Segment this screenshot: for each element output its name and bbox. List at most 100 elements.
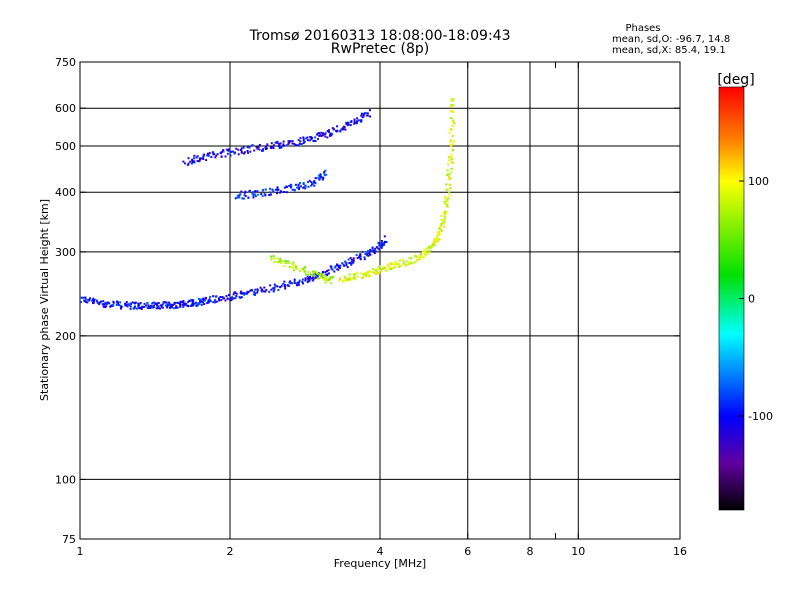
data-point <box>349 257 352 259</box>
data-point <box>330 265 333 268</box>
data-point <box>426 247 429 250</box>
data-point <box>129 305 132 308</box>
data-point <box>84 298 87 301</box>
data-point <box>276 261 279 263</box>
data-point <box>355 271 358 274</box>
data-point <box>198 160 201 163</box>
data-point <box>115 303 118 306</box>
colorbar-label: [deg] <box>717 72 754 88</box>
data-point <box>307 279 310 282</box>
data-point <box>385 269 388 272</box>
data-point <box>452 98 455 101</box>
data-point <box>421 256 424 259</box>
data-point <box>327 129 330 132</box>
data-point <box>377 266 379 269</box>
data-point <box>125 304 128 307</box>
data-point <box>337 266 340 268</box>
data-point <box>194 302 197 305</box>
data-point <box>274 188 277 191</box>
data-point <box>85 300 87 303</box>
data-point <box>228 148 231 151</box>
data-point <box>86 301 89 304</box>
data-point <box>98 301 101 304</box>
data-point <box>361 250 364 253</box>
data-point <box>446 205 449 208</box>
data-point <box>326 273 329 276</box>
data-point <box>429 249 432 252</box>
data-point <box>246 146 249 149</box>
data-point <box>273 283 276 286</box>
data-point <box>265 289 268 291</box>
data-point <box>366 273 369 276</box>
data-point <box>244 190 247 193</box>
data-point <box>274 141 277 144</box>
data-point <box>330 282 333 285</box>
data-point <box>423 256 426 259</box>
data-point <box>308 279 311 282</box>
data-point <box>447 188 450 191</box>
data-point <box>92 302 94 305</box>
data-point <box>450 110 453 112</box>
data-point <box>344 260 347 263</box>
data-point <box>221 296 224 298</box>
y-tick-label: 400 <box>55 186 76 199</box>
data-point <box>431 245 433 248</box>
data-point <box>378 265 381 268</box>
data-point <box>209 296 212 298</box>
data-point <box>138 303 141 306</box>
data-point <box>314 271 317 274</box>
data-point <box>252 195 255 198</box>
data-point <box>334 266 337 269</box>
data-point <box>415 255 418 258</box>
data-point <box>205 159 208 162</box>
data-point <box>378 271 381 274</box>
data-point <box>262 290 265 293</box>
data-point <box>161 303 164 306</box>
data-point <box>438 232 441 235</box>
data-point <box>297 139 300 141</box>
y-tick-label: 500 <box>55 140 76 153</box>
data-point <box>402 261 405 264</box>
data-point <box>310 277 313 280</box>
data-point <box>365 251 368 253</box>
data-point <box>327 278 330 281</box>
data-point <box>256 291 259 294</box>
data-point <box>450 171 453 174</box>
data-point <box>289 186 292 189</box>
data-point <box>366 253 369 256</box>
data-point <box>268 290 271 293</box>
data-point <box>235 147 238 150</box>
data-point <box>273 260 276 263</box>
data-point <box>186 163 189 166</box>
data-point <box>342 280 344 283</box>
data-point <box>320 131 323 134</box>
data-point <box>279 142 282 145</box>
data-point <box>196 155 199 158</box>
data-point <box>262 149 265 152</box>
stats-o-line: mean, sd,O: -96.7, 14.8 <box>612 34 730 45</box>
data-point <box>216 153 219 156</box>
data-point <box>266 143 269 146</box>
data-point <box>353 275 356 278</box>
data-point <box>240 149 242 151</box>
data-point <box>260 289 263 291</box>
data-point <box>261 149 263 152</box>
data-point <box>189 304 192 307</box>
data-point <box>226 148 229 151</box>
data-point <box>339 277 342 280</box>
x-tick-label: 8 <box>527 545 534 558</box>
data-point <box>443 215 446 218</box>
data-point <box>289 280 292 283</box>
data-point <box>450 167 453 170</box>
data-point <box>237 153 240 156</box>
data-point <box>155 307 158 310</box>
data-point <box>146 307 149 310</box>
data-point <box>243 293 246 296</box>
data-point <box>131 301 134 304</box>
data-point <box>281 260 284 263</box>
data-point <box>366 114 369 117</box>
data-point <box>295 266 298 269</box>
data-point <box>362 273 365 276</box>
data-point <box>312 139 315 142</box>
data-point <box>298 142 301 145</box>
